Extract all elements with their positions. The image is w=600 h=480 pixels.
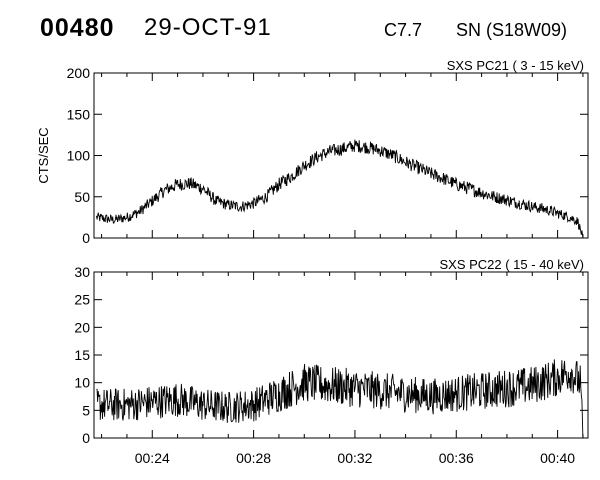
y-tick-label: 20 (74, 319, 90, 335)
y-tick-label: 5 (82, 402, 90, 418)
flare-location: SN (S18W09) (456, 20, 568, 40)
observation-date: 29-OCT-91 (144, 14, 272, 41)
x-tick-label: 00:32 (337, 450, 372, 466)
y-tick-label: 10 (74, 375, 90, 391)
y-tick-label: 0 (82, 230, 90, 246)
y-axis-label: CTS/SEC (36, 127, 51, 183)
panel-label-2: SXS PC22 ( 15 - 40 keV) (439, 257, 584, 272)
y-tick-label: 15 (74, 347, 90, 363)
y-tick-label: 100 (67, 148, 91, 164)
panel-label-1: SXS PC21 ( 3 - 15 keV) (447, 58, 584, 73)
y-tick-label: 25 (74, 292, 90, 308)
series-line-2 (96, 359, 584, 439)
y-tick-label: 50 (74, 189, 90, 205)
flare-class: C7.7 (384, 20, 423, 40)
y-tick-label: 150 (67, 106, 91, 122)
plot-frame-2 (93, 271, 589, 439)
x-tick-label: 00:40 (540, 450, 575, 466)
x-tick-label: 00:24 (135, 450, 170, 466)
x-tick-label: 00:36 (439, 450, 474, 466)
event-id: 00480 (40, 14, 115, 42)
y-tick-label: 30 (74, 264, 90, 280)
series-line-1 (96, 139, 584, 239)
y-tick-label: 200 (67, 65, 91, 81)
x-tick-label: 00:28 (236, 450, 271, 466)
y-tick-label: 0 (82, 430, 90, 446)
